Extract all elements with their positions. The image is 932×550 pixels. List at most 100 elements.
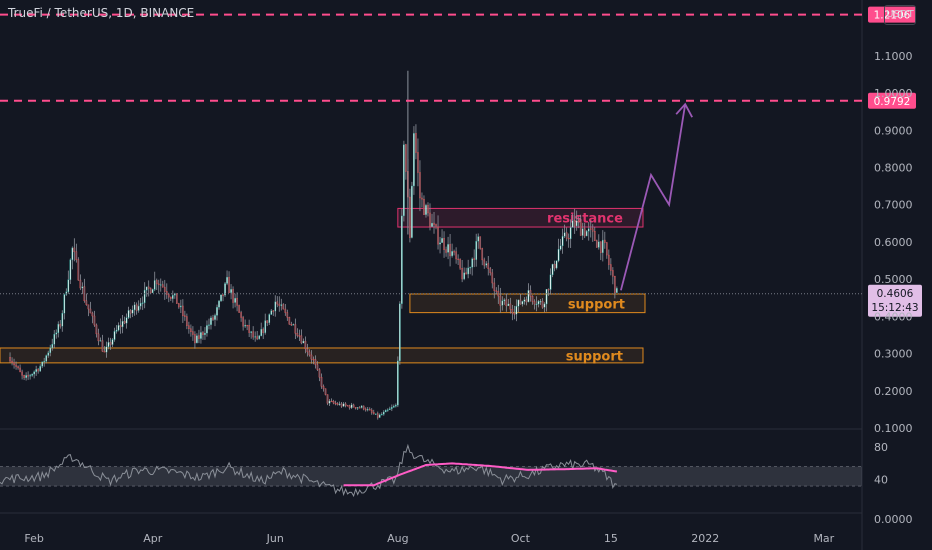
candle-up [226,276,228,284]
candle-up [601,239,604,253]
candle-down [75,251,78,260]
candle-down [85,300,88,305]
candle-up [471,258,473,268]
candle-up [571,220,574,228]
candle-up [581,228,584,236]
candle-down [308,351,311,356]
support-zone [0,347,644,364]
candle-up [501,300,504,306]
candle-down [326,394,329,404]
candle-down [525,299,528,303]
candle-up [393,405,395,408]
candle-down [423,198,425,215]
candle-down [163,286,166,292]
candle-down [511,309,514,314]
candle-down [77,259,80,281]
candle-up [133,304,136,311]
candle-up [55,332,58,335]
candle-up [131,309,134,314]
candle-up [67,279,70,293]
time-tick-label: Oct [511,532,531,545]
candle-down [97,333,100,342]
candle-down [445,249,447,253]
candle-up [391,407,393,409]
candle-down [188,325,190,330]
candle-down [606,242,608,256]
candles-layer [9,70,618,420]
candle-down [417,152,419,173]
candle-up [250,331,252,333]
candle-down [533,301,536,305]
rsi-band [0,466,862,487]
time-axis[interactable]: Feb Apr Jun Aug Oct 15 2022 Mar [24,532,834,545]
candle-up [555,260,558,269]
candle-down [232,289,234,303]
candle-up [25,375,27,378]
candle-up [206,325,208,334]
candle-down [147,286,150,289]
candle-down [262,328,265,333]
last-price-badge [868,284,922,317]
candle-down [155,280,158,285]
candle-up [539,301,542,303]
candle-down [91,312,94,317]
candle-down [167,294,170,298]
support-zone [409,293,646,314]
candle-up [45,355,48,362]
candle-up [270,310,273,315]
candle-down [190,328,192,332]
candle-down [405,144,407,172]
candle-down [495,290,498,292]
currency-button[interactable]: USDT [884,5,916,25]
candle-down [595,240,598,248]
candle-down [238,305,240,313]
rsi-tick-label: 0.0000 [874,513,913,526]
price-tick-label: 0.9000 [874,124,913,137]
candle-down [455,251,457,260]
candle-up [395,404,397,407]
candle-up [469,267,471,269]
candle-down [505,299,508,307]
candle-down [362,405,365,410]
candle-up [230,289,232,293]
candle-up [47,352,50,356]
candle-up [274,301,277,312]
candle-up [360,405,363,408]
candle-down [610,264,612,271]
price-tick-label: 0.8000 [874,161,913,174]
candle-up [121,321,124,328]
candle-up [441,237,443,243]
candle-up [374,413,377,415]
candle-up [196,335,198,344]
time-tick-label: Feb [24,532,43,545]
time-tick-label: Mar [813,532,834,545]
candle-down [182,305,184,316]
candle-down [103,350,106,353]
candle-down [433,222,435,225]
candle-down [579,221,582,236]
candle-up [380,414,383,416]
candle-up [597,241,600,248]
candle-down [186,316,188,326]
candle-down [21,371,23,376]
candle-down [212,317,214,320]
candle-up [563,232,566,237]
candle-up [559,245,562,250]
price-axis[interactable]: 0.4606 15:12:43 1.1000 1.0000 0.9000 0.8000 0.… [868,50,922,526]
candle-down [483,259,486,266]
candle-down [252,331,254,338]
support-label: support [566,349,623,364]
candle-up [216,307,218,316]
candle-down [284,308,287,313]
last-price-label: 0.4606 [877,288,914,300]
candle-down [79,279,82,289]
candle-down [409,196,411,238]
candle-up [264,320,267,333]
candle-up [342,403,345,407]
candle-up [61,313,64,327]
candle-down [565,232,568,239]
candle-up [382,411,385,415]
candle-up [401,215,403,304]
candle-up [366,409,369,411]
time-tick-label: Aug [387,532,408,545]
